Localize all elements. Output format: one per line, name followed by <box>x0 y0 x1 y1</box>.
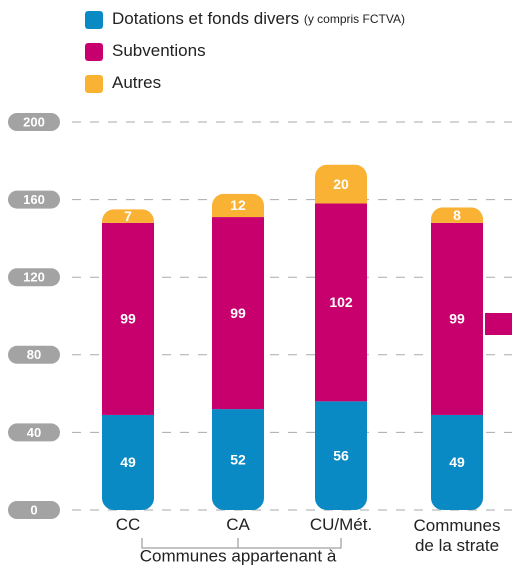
y-tick-pill <box>8 113 60 131</box>
y-tick-pill <box>8 501 60 519</box>
bar-segment <box>315 164 367 204</box>
legend-swatch <box>85 11 103 29</box>
legend-swatch <box>85 75 103 93</box>
x-tick-label: Communes de la strate <box>413 516 501 555</box>
value-label: 99 <box>120 311 136 327</box>
value-label: 49 <box>120 454 136 470</box>
bar-segment <box>431 414 483 510</box>
y-tick-label: 120 <box>23 270 45 285</box>
bar-segment <box>102 209 154 223</box>
bar-segment <box>212 409 264 510</box>
value-label: 99 <box>230 305 246 321</box>
value-label: 12 <box>230 197 246 213</box>
y-tick-label: 160 <box>23 192 45 207</box>
bar-segment <box>212 217 264 410</box>
value-label: 52 <box>230 451 246 467</box>
y-tick-pill <box>8 423 60 442</box>
bar-segment <box>102 222 154 415</box>
y-tick-label: 40 <box>27 425 41 440</box>
bar-segment <box>102 414 154 510</box>
bar-segment <box>431 207 483 223</box>
y-tick-label: 0 <box>30 502 37 517</box>
legend-label: Dotations et fonds divers (y compris FCT… <box>112 9 405 28</box>
value-label: 8 <box>453 207 461 223</box>
legend-swatch <box>85 43 103 61</box>
legend-note: (y compris FCTVA) <box>304 12 405 26</box>
value-label: 49 <box>449 454 465 470</box>
value-label: 7 <box>124 208 132 224</box>
bar-segment <box>315 203 367 402</box>
legend-label: Subventions <box>112 41 206 60</box>
y-tick-pill <box>8 190 60 209</box>
legend-name: Dotations et fonds divers <box>112 9 299 28</box>
value-label: 99 <box>449 311 465 327</box>
legend-label: Autres <box>112 73 161 92</box>
group-label: Communes appartenant à <box>140 546 337 565</box>
bar-segment <box>315 401 367 510</box>
group-bracket <box>141 538 342 549</box>
x-tick-label: CA <box>226 515 250 534</box>
x-tick-label: CU/Mét. <box>309 515 373 534</box>
x-tick-label: CC <box>115 515 141 534</box>
bar-segment <box>431 222 483 415</box>
value-label: 102 <box>329 294 353 310</box>
decoration <box>485 313 512 335</box>
y-tick-pill <box>8 345 60 364</box>
value-label: 56 <box>333 447 349 463</box>
legend-name: Subventions <box>112 41 206 60</box>
bar-segment <box>212 193 264 218</box>
y-tick-label: 200 <box>23 114 45 129</box>
y-tick-label: 80 <box>27 347 41 362</box>
y-tick-pill <box>8 268 60 287</box>
legend-name: Autres <box>112 73 161 92</box>
value-label: 20 <box>333 176 349 192</box>
